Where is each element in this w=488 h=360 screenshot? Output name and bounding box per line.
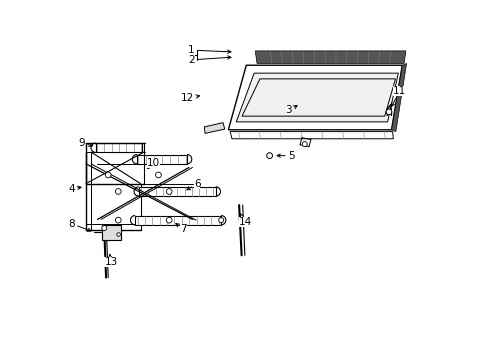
- Text: 8: 8: [68, 219, 91, 231]
- Circle shape: [102, 226, 106, 230]
- Polygon shape: [139, 187, 215, 196]
- Polygon shape: [236, 73, 398, 122]
- Polygon shape: [228, 65, 402, 130]
- Text: 4: 4: [68, 184, 81, 194]
- Text: 7: 7: [176, 224, 186, 234]
- Circle shape: [105, 172, 111, 178]
- Text: 9: 9: [79, 138, 92, 148]
- Text: 6: 6: [186, 179, 200, 190]
- Text: 13: 13: [104, 255, 118, 267]
- Circle shape: [386, 109, 391, 115]
- Polygon shape: [135, 216, 221, 225]
- Circle shape: [218, 218, 223, 223]
- Polygon shape: [137, 154, 187, 164]
- Text: 1: 1: [188, 45, 230, 55]
- Text: 5: 5: [277, 150, 294, 161]
- Text: 2: 2: [188, 55, 230, 65]
- Circle shape: [166, 189, 172, 194]
- Bar: [102, 225, 121, 240]
- Circle shape: [115, 217, 121, 223]
- Circle shape: [166, 217, 172, 223]
- Polygon shape: [96, 143, 142, 152]
- Circle shape: [155, 172, 161, 178]
- Polygon shape: [230, 132, 392, 139]
- Text: 14: 14: [238, 214, 251, 227]
- Circle shape: [302, 141, 306, 147]
- Text: 10: 10: [146, 158, 160, 168]
- Circle shape: [266, 153, 272, 158]
- Text: 11: 11: [391, 86, 406, 106]
- Polygon shape: [255, 51, 405, 63]
- Circle shape: [117, 233, 120, 236]
- Polygon shape: [204, 123, 224, 134]
- Text: 12: 12: [181, 93, 199, 103]
- Circle shape: [115, 189, 121, 194]
- Text: 3: 3: [285, 105, 297, 116]
- Polygon shape: [391, 63, 406, 132]
